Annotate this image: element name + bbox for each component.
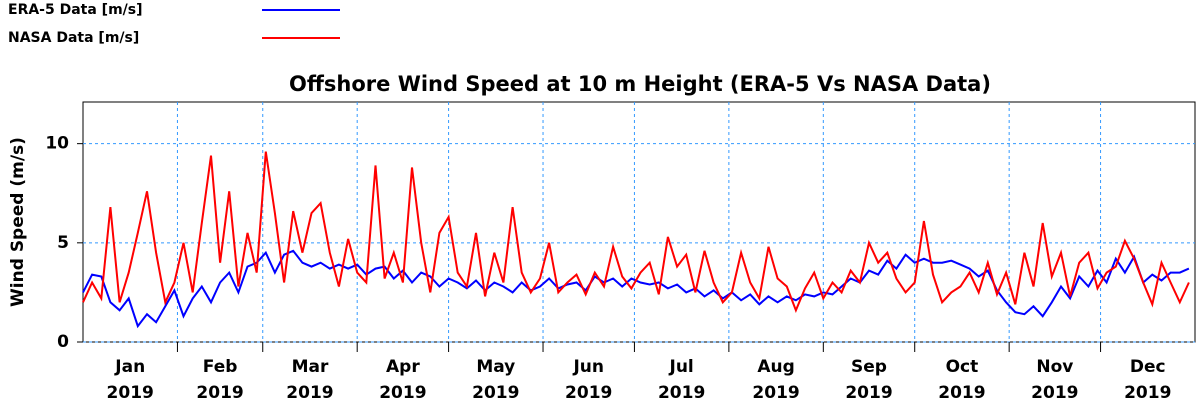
x-tick-label: Apr 2019 xyxy=(379,357,427,403)
x-tick-label: Feb 2019 xyxy=(196,357,244,403)
x-tick-label: Mar 2019 xyxy=(286,357,334,403)
legend-label: NASA Data [m/s] xyxy=(8,30,139,46)
x-tick-label: Aug 2019 xyxy=(752,357,800,403)
chart-title: Offshore Wind Speed at 10 m Height (ERA-… xyxy=(289,72,991,96)
x-tick-label: Jul 2019 xyxy=(657,357,706,403)
y-axis-label: Wind Speed (m/s) xyxy=(8,137,28,307)
y-tick-label: 0 xyxy=(57,332,69,352)
x-tick-label: Sep 2019 xyxy=(845,357,893,403)
x-tick-label: Nov 2019 xyxy=(1031,357,1079,403)
x-tick-label: Jan 2019 xyxy=(106,357,154,403)
x-tick-label: May 2019 xyxy=(472,357,520,403)
plot-area xyxy=(82,101,1196,343)
legend-label: ERA-5 Data [m/s] xyxy=(8,2,143,18)
x-tick-label: Oct 2019 xyxy=(938,357,986,403)
y-tick-label: 5 xyxy=(57,233,69,253)
series-line xyxy=(82,151,1190,313)
x-tick-label: Jun 2019 xyxy=(565,357,613,403)
y-tick-label: 10 xyxy=(45,134,69,154)
x-tick-label: Dec 2019 xyxy=(1124,357,1172,403)
